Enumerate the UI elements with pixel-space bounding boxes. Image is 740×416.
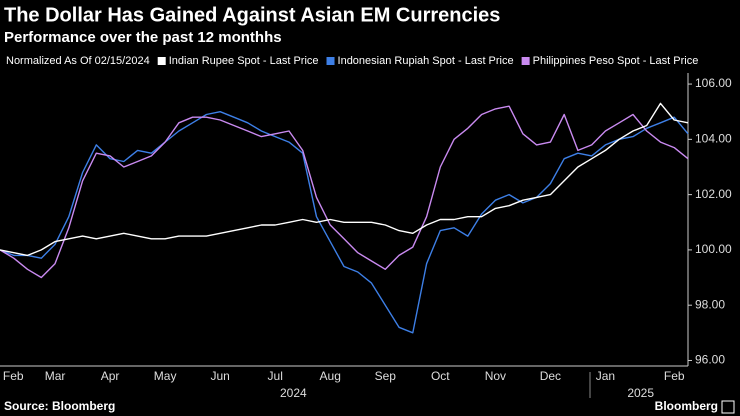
x-tick-label: Feb: [664, 369, 685, 383]
x-group-label: 2025: [627, 386, 654, 400]
legend-swatch: [521, 57, 530, 65]
x-tick-label: Apr: [101, 369, 120, 383]
x-tick-label: Mar: [45, 369, 66, 383]
x-tick-label: Nov: [485, 369, 506, 383]
x-tick-label: Jun: [210, 369, 229, 383]
brand: Bloomberg: [655, 399, 718, 413]
x-tick-label: Jul: [268, 369, 283, 383]
x-tick-label: Aug: [320, 369, 341, 383]
x-tick-label: Feb: [3, 369, 24, 383]
legend-swatch: [326, 57, 335, 65]
source: Source: Bloomberg: [4, 399, 115, 413]
legend-label: Philippines Peso Spot - Last Price: [533, 55, 699, 67]
x-tick-label: Dec: [540, 369, 561, 383]
x-group-label: 2024: [280, 386, 307, 400]
y-tick-label: 104.00: [695, 132, 732, 146]
y-tick-label: 106.00: [695, 76, 732, 90]
legend-label: Indonesian Rupiah Spot - Last Price: [338, 55, 514, 67]
x-tick-label: May: [154, 369, 177, 383]
x-tick-label: Jan: [596, 369, 615, 383]
y-tick-label: 102.00: [695, 187, 732, 201]
brand-icon: [721, 400, 735, 414]
y-tick-label: 98.00: [695, 297, 725, 311]
chart-subtitle: Performance over the past 12 monthhs: [4, 29, 282, 46]
legend-title: Normalized As Of 02/15/2024: [6, 55, 150, 67]
y-tick-label: 100.00: [695, 242, 732, 256]
x-tick-label: Sep: [375, 369, 397, 383]
y-tick-label: 96.00: [695, 353, 725, 367]
series-line: [0, 105, 689, 279]
x-tick-label: Oct: [431, 369, 450, 383]
series-line: [0, 102, 689, 257]
chart-title: The Dollar Has Gained Against Asian EM C…: [4, 4, 500, 26]
legend-label: Indian Rupee Spot - Last Price: [169, 55, 319, 67]
legend-swatch: [157, 57, 166, 65]
